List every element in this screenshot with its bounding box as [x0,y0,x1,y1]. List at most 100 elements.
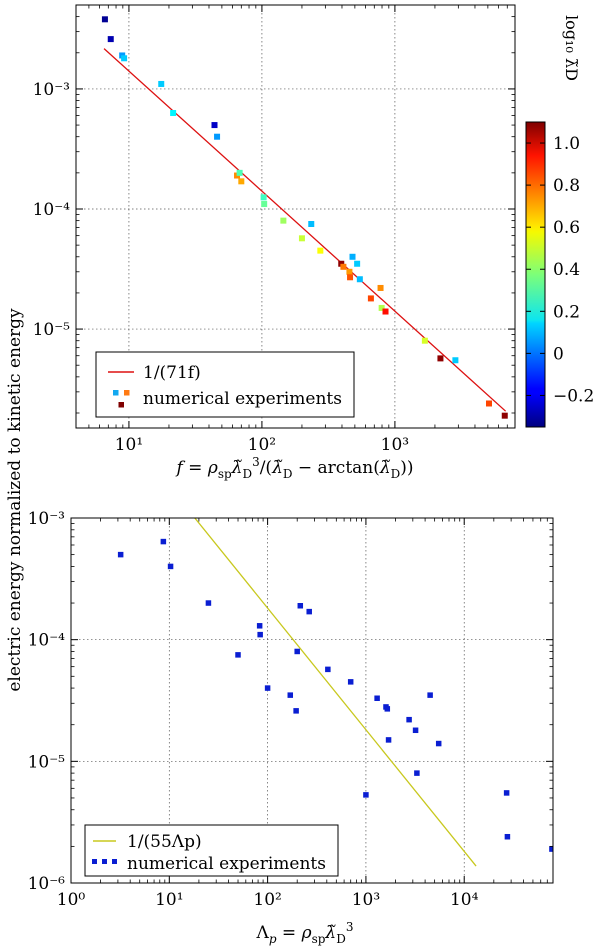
colorbar-tick-label: 0 [553,344,564,364]
bottom-x-tick-label: 10² [253,890,281,910]
top-data-point [340,263,347,270]
bottom-legend-fit-label: 1/(55Λp) [127,832,202,852]
top-data-point [238,178,245,185]
top-data-point [214,133,221,140]
bottom-data-point [414,770,420,776]
bottom-x-tick-label: 10³ [352,890,380,910]
bottom-data-point [235,652,241,658]
bottom-data-point [257,631,263,638]
top-data-point [347,274,354,281]
top-x-tick-label: 10² [248,435,276,455]
bottom-data-point [363,792,369,798]
top-data-point [452,357,459,364]
bottom-data-point [297,603,304,609]
bottom-plot-area [71,518,553,883]
bottom-data-point [374,695,380,701]
bottom-data-point [412,727,419,734]
bottom-data-point [306,608,312,615]
top-data-point [382,308,389,315]
bottom-data-point [205,600,212,606]
bottom-x-tick-label: 10¹ [155,890,183,910]
bottom-data-point [294,648,300,655]
bottom-fit-line [193,518,477,867]
bottom-data-point [503,790,510,796]
bottom-data-point [435,740,442,747]
top-data-point [378,304,385,311]
top-legend-marker-2 [124,390,130,396]
bottom-y-tick-label: 10⁻⁶ [28,874,66,894]
top-data-point [298,235,305,242]
bottom-legend-marker-3 [112,859,117,864]
top-data-point [158,80,165,87]
top-x-tick-label: 10³ [381,435,409,455]
top-x-axis-label: f = ρspλ̃D3/(λ̃D − arctan(λ̃D)) [174,455,413,481]
top-data-point [437,355,444,362]
bottom-y-tick-label: 10⁻⁵ [28,752,66,772]
top-plot-frame [75,4,516,429]
bottom-data-point [160,538,167,545]
top-legend-marker-3 [118,402,124,408]
bottom-fit-line-group [193,518,477,867]
top-data-point [260,194,267,201]
bottom-data-point [347,679,354,685]
top-y-tick-label: 10⁻³ [33,80,70,100]
colorbar-tick-label: 0.4 [553,260,580,280]
top-data-point [421,337,428,344]
colorbar-tick-label: 0.6 [553,218,580,238]
top-data-point [338,260,345,267]
top-data-point [121,55,128,62]
top-data-point [170,110,177,117]
bottom-y-tick-label: 10⁻³ [28,509,65,529]
top-data-point [346,268,353,275]
top-legend-marker-1 [113,390,119,396]
bottom-x-tick-label: 10⁰ [57,890,86,910]
top-legend-fit-label: 1/(71f) [143,363,201,383]
top-data-point [101,16,108,23]
bottom-data-point [287,692,294,698]
bottom-legend-marker-2 [102,859,107,864]
top-data-point [485,400,492,407]
bottom-points-group [117,538,553,852]
colorbar-ticks: −0.2 0 0.2 0.4 0.6 0.8 1.0 [526,134,594,406]
bottom-legend-marker-1 [92,859,97,864]
bottom-data-point [117,551,124,558]
top-fit-line-group [103,48,507,412]
colorbar: −0.2 0 0.2 0.4 0.6 0.8 1.0 log₁₀ λ̃D [525,15,594,428]
top-data-point [377,284,384,291]
top-data-point [349,253,356,260]
bottom-plot-frame [70,517,554,884]
bottom-data-point [293,708,299,714]
bottom-x-axis-label: Λp = ρspλ̃D3 [256,920,354,946]
bottom-data-point [325,666,331,673]
bottom-data-point [256,623,263,629]
bottom-legend-points-label: numerical experiments [127,854,326,874]
top-scatter-panel: 10¹ 10² 10³ 10⁻⁵ 10⁻⁴ 10⁻³ f = ρspλ̃D3/(λ̃D −… [33,4,594,481]
colorbar-tick-label: 0.8 [553,176,580,196]
top-points-group [101,16,508,419]
colorbar-gradient [525,121,546,428]
bottom-data-point [385,737,392,743]
bottom-data-point [384,706,391,712]
top-fit-line [103,48,507,412]
top-data-point [107,36,114,43]
top-x-tick-label: 10¹ [115,435,143,455]
top-legend: 1/(71f) numerical experiments [95,351,355,418]
bottom-data-point [406,716,412,723]
bottom-legend-box [84,824,339,877]
top-data-point [317,247,324,254]
bottom-data-point [504,833,511,840]
bottom-legend: 1/(55Λp) numerical experiments [84,824,339,877]
colorbar-label: log₁₀ λ̃D [562,15,581,81]
top-ticks: 10¹ 10² 10³ 10⁻⁵ 10⁻⁴ 10⁻³ [33,5,515,455]
colorbar-tick-label: 1.0 [553,134,580,154]
top-y-tick-label: 10⁻⁵ [33,320,71,340]
top-data-point [261,201,268,208]
bottom-data-point [549,846,553,852]
colorbar-tick-label: −0.2 [553,386,594,406]
bottom-scatter-panel: 10⁰ 10¹ 10² 10³ 10⁴ 10⁻⁶ 10⁻⁵ 10⁻⁴ 10⁻³ Λp = ρsp… [28,509,554,946]
colorbar-tick-label: 0.2 [553,302,580,322]
top-data-point [280,217,287,224]
bottom-ticks: 10⁰ 10¹ 10² 10³ 10⁴ 10⁻⁶ 10⁻⁵ 10⁻⁴ 10⁻³ [28,509,553,910]
top-legend-box [95,351,355,418]
